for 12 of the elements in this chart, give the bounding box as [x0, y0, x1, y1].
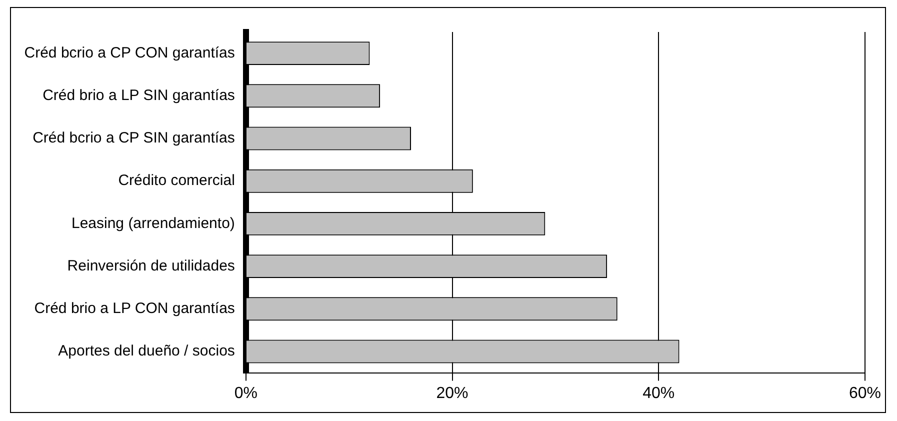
- y-tick-label: Aportes del dueño / socios: [58, 342, 235, 360]
- y-tick-label: Crédito comercial: [118, 172, 235, 190]
- y-tick-label: Créd brio a LP SIN garantías: [42, 87, 235, 104]
- x-tick-label: 60%: [848, 384, 882, 402]
- x-tick-label: 0%: [234, 384, 258, 402]
- x-tick-label: 20%: [436, 384, 468, 402]
- y-tick-label: Leasing (arrendamiento): [71, 214, 235, 232]
- y-tick-label: Créd bcrio a CP CON garantías: [24, 44, 235, 62]
- y-tick-label: Reinversión de utilidades: [67, 257, 235, 274]
- x-tick-label: 40%: [642, 384, 675, 402]
- y-tick-label: Créd bcrio a CP SIN garantías: [32, 130, 235, 147]
- y-tick-label: Créd brio a LP CON garantías: [34, 300, 235, 318]
